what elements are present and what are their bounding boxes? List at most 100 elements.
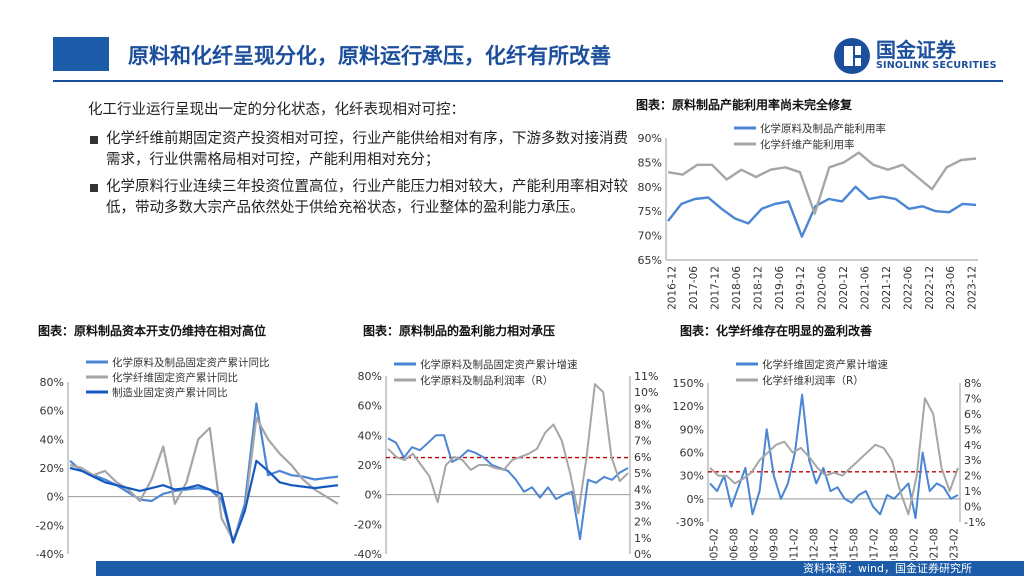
x-tick-label: 2020-06 [817,266,829,310]
y2-tick-label: 7% [964,392,981,405]
y2-tick-label: 6% [964,408,981,421]
x-tick-label: 2008-02 [749,528,761,560]
x-tick-label: 2014-02 [829,528,841,560]
logo-text-en: SINOLINK SECURITIES [876,60,997,71]
x-tick-label: 2020-12 [838,266,850,310]
y-tick-label: -40% [354,548,382,560]
x-tick-label: 2006-08 [729,528,741,560]
x-tick-label: 2018-08 [889,528,901,560]
legend-label: 化学纤维产能利用率 [760,138,855,151]
chart-title-utilization: 图表：原料制品产能利用率尚未完全修复 [636,98,853,112]
y-tick-label: 60% [680,447,704,460]
y2-tick-label: 7% [634,435,651,448]
source-note: 资料来源：wind，国金证券研究所 [802,562,972,575]
y-tick-label: -20% [354,518,382,531]
y-tick-label: 70% [638,230,662,243]
header-accent-block [53,37,109,71]
bullet-item: 化学原料行业连续三年投资位置高位，行业产能压力相对较大，产能利用率相对较低，带动… [88,177,636,219]
x-tick-label: 2017-06 [688,266,700,310]
x-tick-label: 2019-12 [795,266,807,310]
series-line [667,151,977,215]
y2-tick-label: 1% [964,485,981,498]
x-tick-label: 2018-06 [731,266,743,310]
y-tick-label: 60% [358,400,382,413]
x-tick-label: 2011-02 [789,528,801,560]
y-tick-label: 120% [673,400,704,413]
y2-tick-label: 3% [964,454,981,467]
x-tick-label: 2005-02 [709,528,721,560]
chart-profitability: 80% 60% 40% 20% 0% -20% -40% 11% 10% 9% 8% 7% 6% 5% 4%… [354,358,659,560]
legend-label: 制造业固定资产累计同比 [112,386,228,399]
y-tick-label: 30% [680,470,704,483]
y2-tick-label: 9% [634,402,651,415]
chart-fiber: 150% 120% 90% 60% 30% 0% -30% 8% 7% 6% 5% 4% 3% 2% 1% 0… [673,358,986,560]
series-line [69,459,339,544]
y2-tick-label: 10% [634,386,658,399]
y-tick-label: 65% [638,254,662,267]
y2-tick-label: 2% [634,516,651,529]
y-tick-label: 20% [358,459,382,472]
y-tick-label: 0% [365,489,382,502]
legend-label: 化学纤维固定资产累计增速 [762,358,888,371]
text-content: 化工行业运行呈现出一定的分化状态，化纤表现相对可控： 化学纤维前期固定资产投资相… [88,100,636,225]
x-tick-label: 2023-12 [967,266,979,310]
x-tick-label: 2021-06 [860,266,872,310]
x-tick-label: 2009-08 [769,528,781,560]
x-tick-label: 2012-08 [809,528,821,560]
y-tick-label: 0% [47,491,64,504]
x-tick-label: 2020-02 [909,528,921,560]
y-tick-label: 90% [680,423,704,436]
y-tick-label: 80% [358,370,382,383]
y2-tick-label: 0% [964,501,981,514]
x-tick-label: 2022-12 [924,266,936,310]
x-tick-label: 2021-08 [929,528,941,560]
footer-bar [96,561,1024,576]
y-tick-label: 85% [638,156,662,169]
chart-title-capex: 图表：原料制品资本开支仍维持在相对高位 [38,324,267,338]
y2-tick-label: 8% [634,419,651,432]
y2-tick-label: 0% [634,548,651,560]
y2-tick-label: 5% [634,467,651,480]
series-line [667,185,977,238]
y-tick-label: 60% [40,405,64,418]
series-line [387,383,629,515]
legend-label: 化学纤维固定资产累计同比 [112,371,238,384]
chart-title-fiber: 图表：化学纤维存在明显的盈利改善 [680,324,873,338]
y2-tick-label: 4% [634,483,651,496]
x-tick-label: 2017-12 [710,266,722,310]
chart-utilization: 90% 85% 80% 75% 70% 65% 2016-12 2017-06 2017-12 2… [638,122,979,310]
legend-label: 化学原料及制品利润率（R） [420,374,553,387]
legend-label: 化学原料及制品固定资产累计同比 [112,356,270,369]
x-tick-label: 2017-02 [869,528,881,560]
chart-title-profitability: 图表：原料制品的盈利能力相对承压 [363,324,556,338]
y-tick-label: 20% [40,462,64,475]
series-line [709,393,959,520]
y2-tick-label: 11% [634,370,658,383]
x-tick-label: 2021-12 [881,266,893,310]
y2-tick-label: 2% [964,470,981,483]
page-title: 原料和化纤呈现分化，原料运行承压，化纤有所改善 [128,44,611,68]
y-tick-label: 40% [40,433,64,446]
y-tick-label: 90% [638,132,662,145]
x-tick-label: 2023-06 [945,266,957,310]
series-line [69,416,339,541]
intro-text: 化工行业运行呈现出一定的分化状态，化纤表现相对可控： [88,102,465,118]
legend-label: 化学纤维利润率（R） [762,374,864,387]
y-tick-label: -40% [36,548,64,560]
series-line [709,397,959,516]
y2-tick-label: -1% [964,516,985,529]
x-tick-label: 2019-06 [774,266,786,310]
y-tick-label: 0% [687,493,704,506]
legend-label: 化学原料及制品固定资产累计增速 [420,358,578,371]
x-tick-label: 2015-08 [849,528,861,560]
header-divider [53,80,1003,82]
y2-tick-label: 6% [634,451,651,464]
y2-tick-label: 5% [964,423,981,436]
legend-label: 化学原料及制品产能利用率 [760,122,886,135]
sinolink-logo-icon [834,38,870,74]
y2-tick-label: 1% [634,532,651,545]
x-tick-label: 2016-12 [667,266,679,310]
x-tick-label: 2022-06 [902,266,914,310]
y2-tick-label: 8% [964,377,981,390]
y-tick-label: 80% [40,376,64,389]
